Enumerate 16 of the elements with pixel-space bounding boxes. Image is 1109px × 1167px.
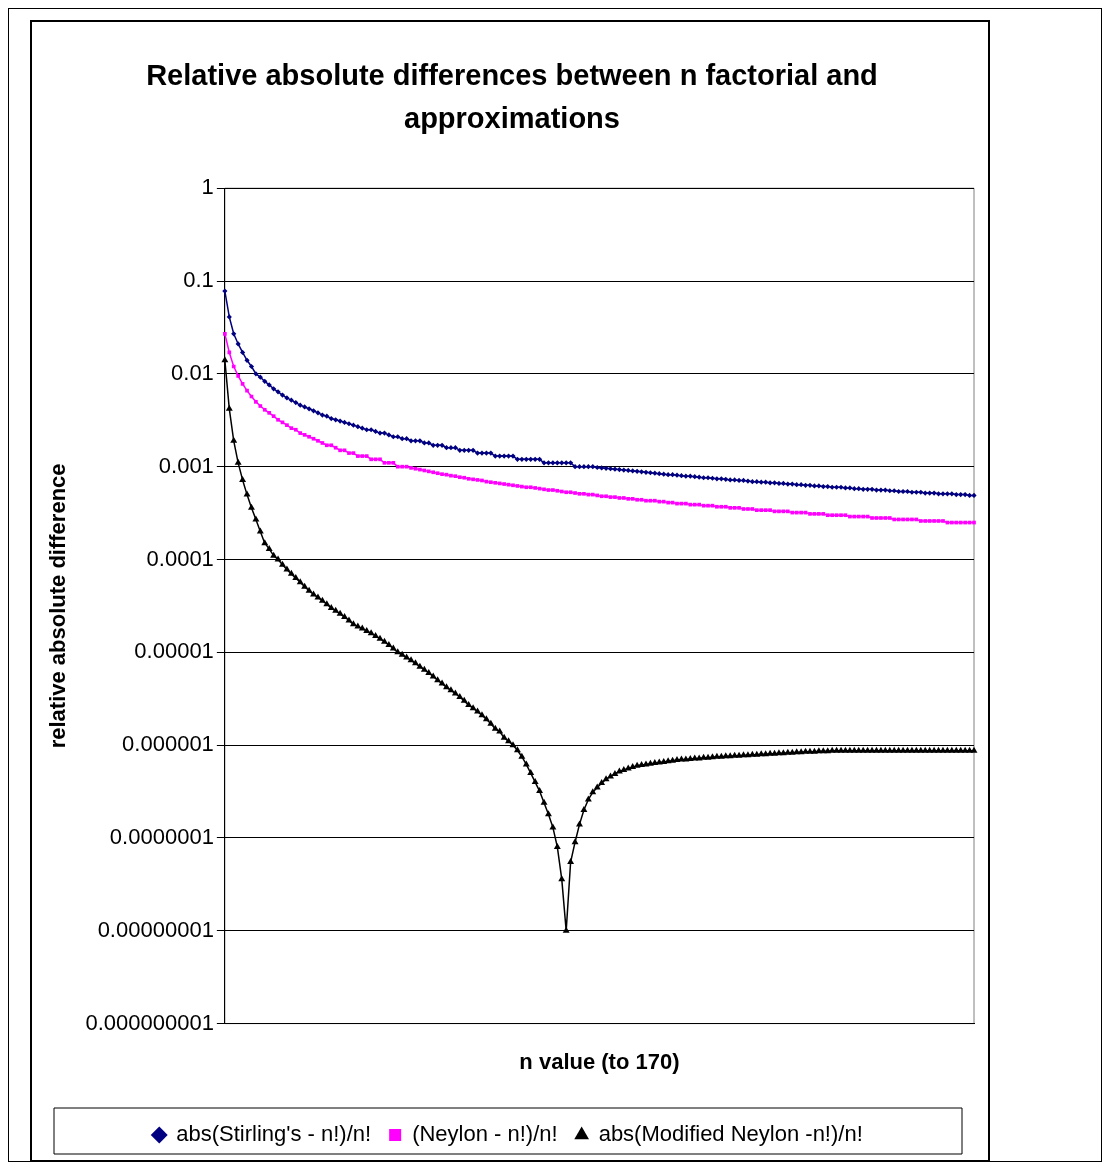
y-tick-label: 0.000001	[122, 731, 214, 757]
legend-label: abs(Stirling's - n!)/n!	[176, 1121, 372, 1147]
x-axis-title: n value (to 170)	[519, 1048, 680, 1074]
y-tick-label: 1	[201, 174, 214, 200]
y-tick-label: 0.00000001	[97, 916, 214, 942]
y-axis-title: relative absolute difference	[45, 463, 71, 749]
y-tick-label: 0.001	[158, 452, 214, 478]
chart-title: Relative absolute differences between n factorial and approximations	[145, 58, 879, 136]
y-tick-label: 0.0001	[146, 545, 214, 571]
y-tick-label: 0.01	[171, 359, 214, 385]
y-tick-label: 0.00001	[134, 638, 214, 664]
y-tick-label: 0.1	[183, 267, 214, 293]
y-tick-label: 0.000000001	[85, 1009, 214, 1035]
y-tick-label: 0.0000001	[109, 824, 214, 850]
legend-label: abs(Modified Neylon -n!)/n!	[598, 1121, 863, 1147]
legend-label: (Neylon - n!)/n!	[412, 1121, 558, 1147]
